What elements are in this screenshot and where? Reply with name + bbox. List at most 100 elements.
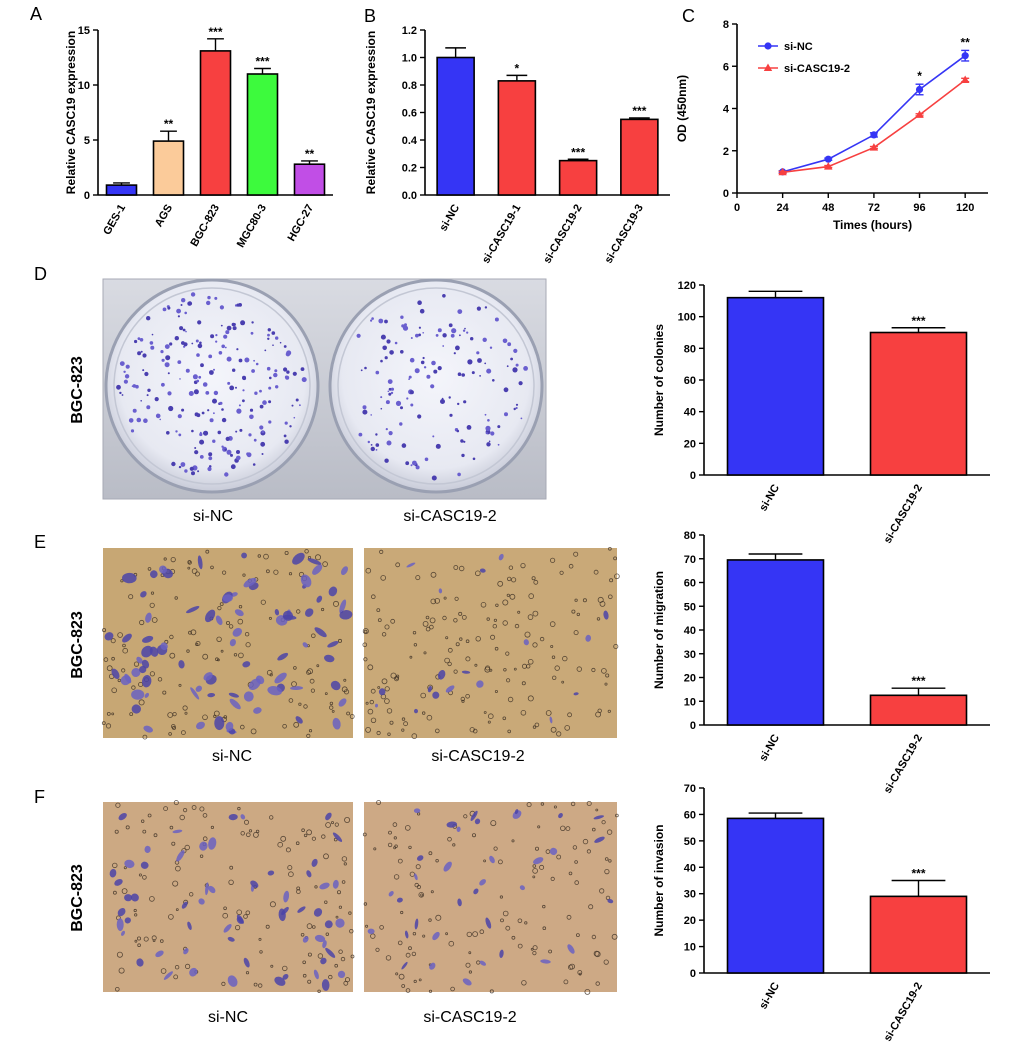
stained-cell xyxy=(332,879,339,889)
stained-cell xyxy=(312,564,323,575)
pore-dot xyxy=(452,843,456,847)
pore-dot xyxy=(593,950,600,957)
pore-dot xyxy=(136,936,141,941)
colony-dot xyxy=(385,428,388,431)
stained-cell xyxy=(144,692,150,698)
y-axis-label-b: Relative CASC19 expression xyxy=(364,31,378,194)
pore-dot xyxy=(160,939,164,943)
colony-dot xyxy=(208,452,213,457)
pore-dot xyxy=(149,602,155,608)
pore-dot xyxy=(550,645,554,649)
pore-dot xyxy=(282,965,288,972)
stained-cell xyxy=(443,861,452,872)
colony-dot xyxy=(286,370,290,374)
stained-cell xyxy=(378,688,386,696)
stained-cell xyxy=(523,639,529,646)
x-tick-label-c: 24 xyxy=(777,202,790,214)
pore-dot xyxy=(549,621,556,627)
point-si-casc19-2-72 xyxy=(869,143,879,151)
colony-dot xyxy=(242,389,245,392)
colony-dot xyxy=(437,328,442,333)
pore-dot xyxy=(129,712,134,716)
pore-dot xyxy=(573,551,579,557)
colony-dot xyxy=(497,425,501,429)
y-tick-label-b: 0.0 xyxy=(402,190,417,202)
colony-dot xyxy=(274,369,278,373)
pore-dot xyxy=(288,871,294,877)
pore-dot xyxy=(474,663,478,667)
colony-dot xyxy=(212,398,217,404)
pore-dot xyxy=(238,652,244,659)
colony-dot xyxy=(224,448,227,451)
pore-dot xyxy=(411,733,418,739)
pore-dot xyxy=(370,594,376,599)
pore-dot xyxy=(162,690,167,695)
stained-cell xyxy=(401,961,408,970)
pore-dot xyxy=(163,557,167,561)
colony-dot xyxy=(435,334,439,337)
pore-dot xyxy=(237,618,244,625)
point-si-nc-48 xyxy=(824,155,832,163)
pore-dot xyxy=(511,935,516,940)
stained-cell xyxy=(314,627,327,638)
pore-dot xyxy=(282,723,287,729)
pore-dot xyxy=(237,806,241,811)
stained-cell xyxy=(282,974,289,980)
pore-dot xyxy=(341,856,348,862)
pore-dot xyxy=(270,964,274,968)
pore-dot xyxy=(458,611,463,616)
pore-dot xyxy=(381,632,387,637)
pore-dot xyxy=(503,668,507,672)
stained-cell xyxy=(316,595,323,603)
dish-si-nc xyxy=(104,278,320,494)
stained-cell xyxy=(136,656,143,664)
pore-dot xyxy=(574,860,578,864)
colony-dot xyxy=(232,323,236,326)
colony-dot xyxy=(488,440,491,443)
stained-cell xyxy=(429,962,436,970)
pore-dot xyxy=(471,833,476,838)
colony-dot xyxy=(449,413,453,417)
pore-dot xyxy=(122,647,128,654)
colony-dot xyxy=(161,358,165,362)
colony-dot xyxy=(219,401,223,405)
point-si-nc-120 xyxy=(961,52,969,60)
colony-dot xyxy=(382,345,388,351)
colony-dot xyxy=(390,387,394,391)
pore-dot xyxy=(562,655,568,662)
pore-dot xyxy=(429,617,436,624)
colony-dot xyxy=(169,342,173,346)
stained-cell xyxy=(540,959,551,964)
pore-dot xyxy=(429,624,434,630)
pore-dot xyxy=(509,593,516,600)
pore-dot xyxy=(502,620,508,626)
pore-dot xyxy=(317,953,324,959)
pore-dot xyxy=(475,636,481,642)
pore-dot xyxy=(586,849,592,854)
colony-dot xyxy=(135,384,139,389)
pore-dot xyxy=(121,668,126,673)
pore-dot xyxy=(182,705,188,711)
pore-dot xyxy=(306,670,311,675)
colony-dot xyxy=(198,375,202,379)
stained-cell xyxy=(205,882,209,896)
pore-dot xyxy=(223,906,227,911)
pore-dot xyxy=(599,601,606,607)
pore-dot xyxy=(202,813,208,818)
colony-dot xyxy=(286,350,292,356)
colony-dot xyxy=(235,386,237,389)
stained-cell xyxy=(337,970,346,979)
colony-dot xyxy=(387,390,390,393)
pore-dot xyxy=(469,727,475,733)
stained-cell xyxy=(585,634,592,642)
colony-dot xyxy=(146,405,151,410)
colony-dot xyxy=(415,465,420,470)
pore-dot xyxy=(307,979,312,984)
colony-dot xyxy=(490,431,495,436)
pore-dot xyxy=(465,962,471,968)
pore-dot xyxy=(171,841,176,846)
colony-dot xyxy=(384,319,388,324)
y-tick-label-e: 60 xyxy=(684,578,696,590)
stained-cell xyxy=(277,652,289,661)
y-axis-label-a: Relative CASC19 expression xyxy=(64,31,78,194)
